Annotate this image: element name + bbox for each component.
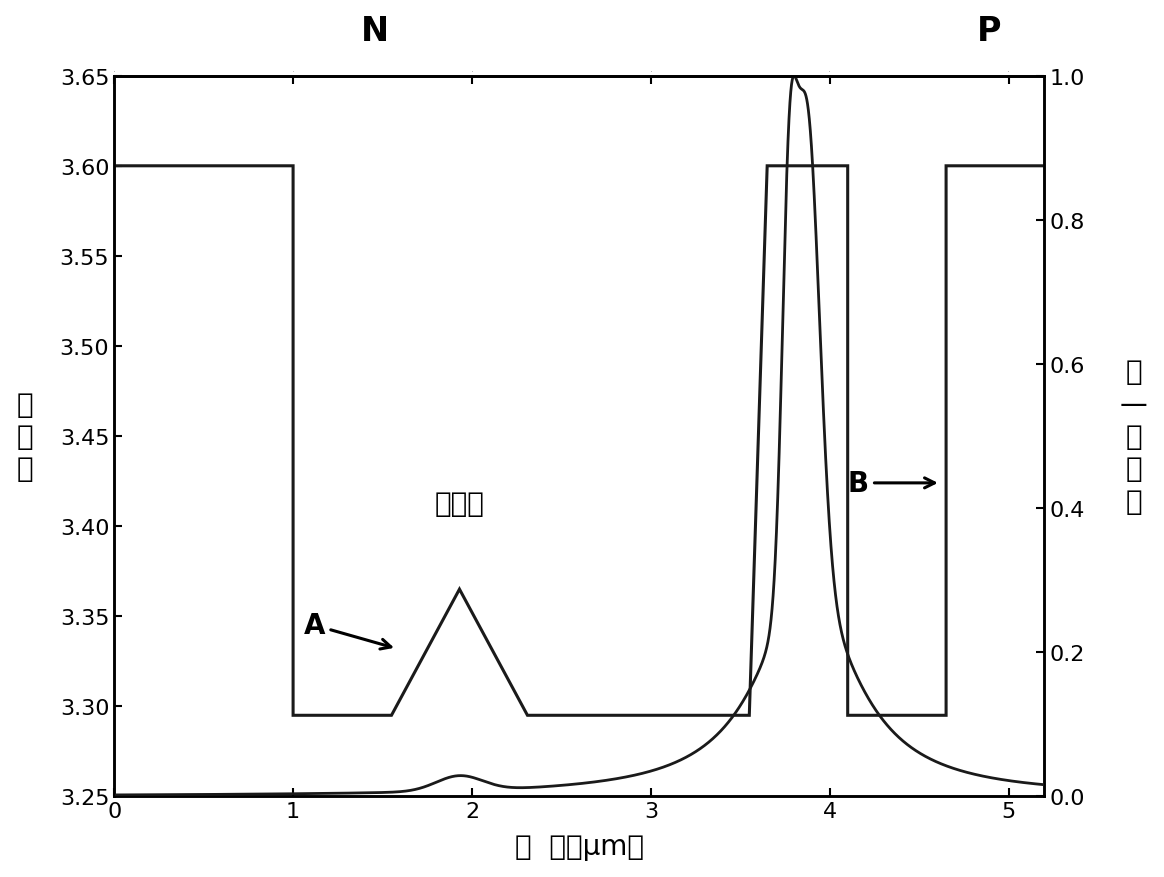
Text: B: B [847,469,935,497]
Text: N: N [361,15,389,48]
Text: A: A [304,611,391,649]
Y-axis label: 折
射
率: 折 射 率 [16,390,34,483]
Text: 光阱阱: 光阱阱 [434,489,484,517]
Text: P: P [977,15,1001,48]
X-axis label: 距  离（μm）: 距 离（μm） [514,832,644,860]
Y-axis label: 归
—
化
光
强: 归 — 化 光 强 [1120,358,1148,516]
